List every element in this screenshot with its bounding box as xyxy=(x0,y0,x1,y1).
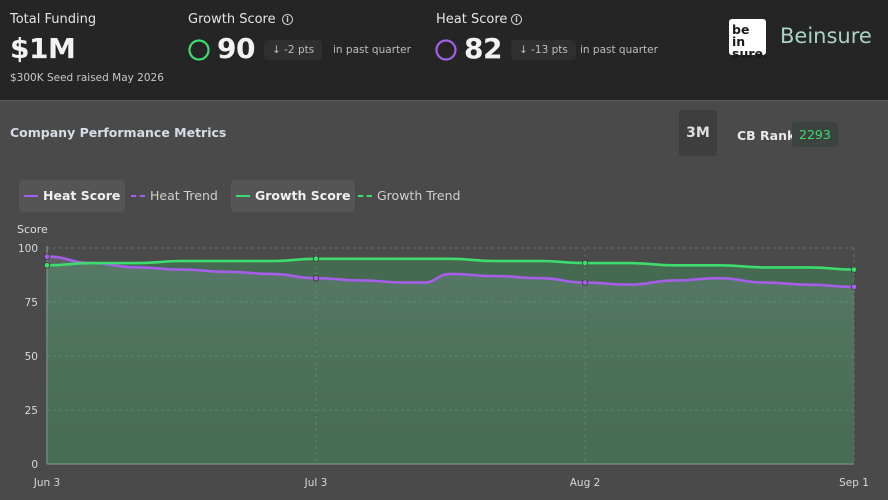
cb-rank-label: CB Rank xyxy=(737,128,796,143)
cb-rank-value: 2293 xyxy=(792,122,838,147)
beinsure-logo: be in sure. xyxy=(729,19,768,60)
total-funding-sub: $300K Seed raised May 2026 xyxy=(10,72,164,84)
heat-score-line xyxy=(46,255,855,289)
growth-score-point[interactable] xyxy=(312,255,320,262)
heat-score-point[interactable] xyxy=(581,279,589,286)
growth-delta-chip: ↓ -2 pts xyxy=(264,40,323,60)
growth-period: in past quarter xyxy=(333,44,411,56)
heat-delta-chip: ↓ -13 pts xyxy=(511,40,576,60)
legend-heat-score[interactable]: Heat Score xyxy=(19,180,126,212)
legend-swatch xyxy=(358,195,372,197)
growth-score-area xyxy=(47,258,854,464)
legend-swatch xyxy=(24,195,38,197)
y-tick-label: 0 xyxy=(31,459,38,471)
header-bar: Total Funding $1M $300K Seed raised May … xyxy=(0,0,888,101)
x-tick-label: Sep 1 xyxy=(839,477,869,489)
growth-score-point[interactable] xyxy=(43,262,51,269)
legend-swatch xyxy=(131,195,145,197)
performance-chart: Score 0 25 50 75 100 Jun 3 Jul 3 Aug 2 Sep 1 xyxy=(17,223,869,489)
y-tick-label: 100 xyxy=(18,243,38,255)
legend-growth-score[interactable]: Growth Score xyxy=(231,180,356,212)
range-button[interactable]: 3M xyxy=(679,110,717,156)
heat-score-value: 82 xyxy=(464,32,502,65)
x-tick-label: Aug 2 xyxy=(570,477,601,489)
growth-info-icon[interactable]: i xyxy=(282,14,293,25)
y-tick-label: 25 xyxy=(25,405,38,417)
growth-score-point[interactable] xyxy=(581,259,589,267)
heat-score-point[interactable] xyxy=(312,275,320,282)
total-funding-title: Total Funding xyxy=(10,12,97,27)
heat-period: in past quarter xyxy=(580,44,658,56)
y-tick-label: 75 xyxy=(25,297,38,309)
company-name[interactable]: Beinsure xyxy=(780,24,872,48)
heat-score-point[interactable] xyxy=(43,253,51,260)
x-tick-label: Jul 3 xyxy=(304,477,328,489)
heat-ring-icon xyxy=(435,39,457,61)
heat-score-area xyxy=(47,256,854,464)
growth-score-value: 90 xyxy=(217,32,255,65)
growth-score-line xyxy=(46,257,855,271)
y-axis-label: Score xyxy=(17,223,48,236)
x-tick-label: Jun 3 xyxy=(33,477,60,489)
growth-ring-icon xyxy=(188,39,210,61)
heat-score-title: Heat Score xyxy=(436,12,508,27)
legend-heat-trend[interactable]: Heat Trend xyxy=(126,180,223,212)
y-tick-label: 50 xyxy=(25,351,38,363)
growth-score-point[interactable] xyxy=(850,266,858,273)
total-funding-value: $1M xyxy=(10,32,76,65)
heat-info-icon[interactable]: i xyxy=(511,14,522,25)
legend-growth-trend[interactable]: Growth Trend xyxy=(353,180,465,212)
legend-swatch xyxy=(236,195,250,197)
heat-score-point[interactable] xyxy=(850,283,858,291)
growth-score-title: Growth Score xyxy=(188,12,276,27)
section-title: Company Performance Metrics xyxy=(10,125,227,140)
